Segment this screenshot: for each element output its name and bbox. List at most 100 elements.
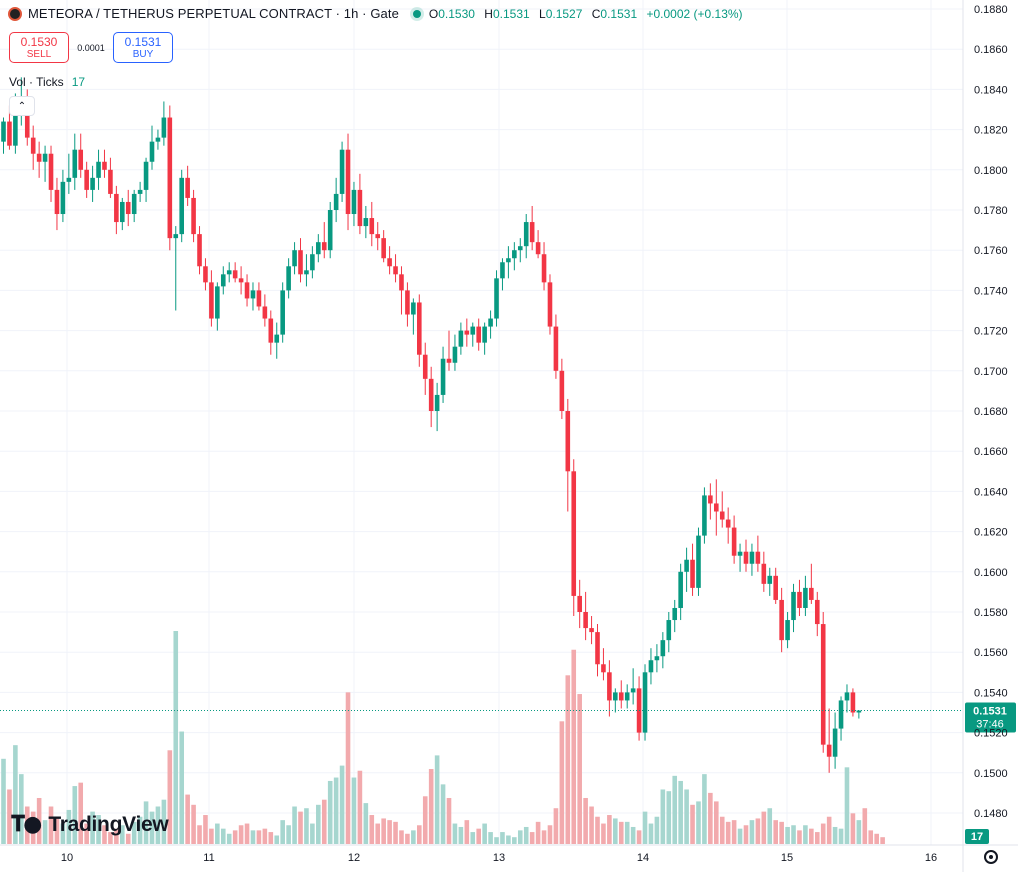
volume-bar <box>803 825 808 844</box>
candle-body <box>452 346 458 363</box>
volume-bar <box>238 825 244 844</box>
candle-body <box>411 302 416 315</box>
candle-body <box>506 258 511 263</box>
volume-bar <box>298 811 303 844</box>
volume-bar <box>310 823 315 844</box>
candle-body <box>327 210 333 251</box>
time-tick-label: 11 <box>203 852 214 864</box>
volume-bar <box>880 837 885 844</box>
candle-body <box>440 358 446 395</box>
volume-bar <box>13 745 18 844</box>
volume-bar <box>226 833 232 844</box>
chart-header: METEORA / TETHERUS PERPETUAL CONTRACT · … <box>8 6 749 21</box>
ohlc-open-key: O <box>428 6 439 21</box>
volume-bar <box>714 801 719 844</box>
candle-body <box>589 628 594 633</box>
volume-bar <box>589 806 594 844</box>
volume-bar <box>737 828 743 844</box>
volume-bar <box>826 816 832 844</box>
volume-bar <box>54 816 60 844</box>
price-axis[interactable]: 0.1480 0.1500 0.1520 0.1540 0.1560 0.1580 0.16… <box>962 0 1008 872</box>
settings-icon[interactable] <box>984 850 998 864</box>
candle-body <box>387 258 392 267</box>
time-tick-label: 12 <box>348 852 360 864</box>
sell-button[interactable]: 0.1530 SELL <box>9 32 69 63</box>
candle-body <box>785 620 790 641</box>
candle-body <box>684 559 689 572</box>
volume-bar <box>66 809 72 844</box>
volume-bar <box>630 826 636 844</box>
candle-body <box>226 270 232 275</box>
price-tick-label: 0.1840 <box>974 84 1008 96</box>
price-tick-label: 0.1640 <box>974 486 1008 498</box>
volume-bar <box>434 755 440 844</box>
volume-bar <box>60 823 66 844</box>
collapse-legend-button[interactable]: ⌃ <box>9 96 35 116</box>
candle-body <box>719 511 725 520</box>
candle-body <box>375 234 381 239</box>
volume-bar <box>48 806 54 844</box>
volume-bar <box>292 806 297 844</box>
candle-body <box>405 290 410 315</box>
candle-body <box>167 117 173 239</box>
time-tick-label: 13 <box>493 852 505 864</box>
volume-bar <box>155 806 161 844</box>
volume-bar <box>179 731 184 844</box>
volume-bar <box>369 815 375 844</box>
volume-bar <box>125 833 131 844</box>
candle-body <box>838 700 844 729</box>
candle-body <box>523 222 529 247</box>
volume-bar <box>7 789 12 844</box>
volume-bar <box>197 825 202 844</box>
time-axis[interactable]: 10 11 12 13 14 15 16 <box>0 844 1018 864</box>
volume-bar <box>856 820 862 844</box>
volume-legend[interactable]: Vol · Ticks 17 <box>9 75 85 89</box>
spread-value: 0.0001 <box>77 42 105 53</box>
tradingview-logo[interactable]: 𝐓● TradingView <box>11 812 169 837</box>
volume-bar <box>547 825 553 844</box>
candle-body <box>321 242 327 251</box>
price-tick-label: 0.1600 <box>974 567 1008 579</box>
volume-bar <box>399 830 404 844</box>
candle-body <box>844 692 850 701</box>
volume-bar <box>357 770 363 844</box>
volume-bar <box>791 825 796 844</box>
volume-bar <box>1 758 6 844</box>
volume-bar <box>78 782 84 844</box>
candle-body <box>678 571 683 608</box>
candle-body <box>725 519 731 528</box>
symbol-title[interactable]: METEORA / TETHERUS PERPETUAL CONTRACT · … <box>28 6 399 21</box>
volume-bar <box>405 833 410 844</box>
volume-bar <box>708 792 713 844</box>
last-price-tag <box>965 702 1016 733</box>
volume-tag-label: 17 <box>971 831 983 843</box>
time-tick-label: 14 <box>637 852 649 864</box>
volume-value: 17 <box>71 75 86 89</box>
last-price-label: 0.1531 <box>973 705 1007 717</box>
volume-bar <box>351 777 357 844</box>
candle-body <box>731 527 737 556</box>
candle-body <box>96 161 101 178</box>
time-tick-label: 10 <box>61 852 73 864</box>
price-tick-label: 0.1880 <box>974 4 1008 16</box>
volume-bar <box>274 835 280 844</box>
candle-body <box>131 193 137 215</box>
volume-bar <box>761 811 767 844</box>
candle-body <box>428 378 434 411</box>
candle-body <box>577 595 582 612</box>
price-tick-label: 0.1700 <box>974 366 1008 378</box>
volume-bar <box>476 828 481 844</box>
volume-bar <box>203 815 208 844</box>
candle-body <box>666 620 672 641</box>
buy-button[interactable]: 0.1531 BUY <box>113 32 173 63</box>
candle-body <box>470 326 476 335</box>
candle-body <box>197 234 202 267</box>
volume-bar <box>304 808 309 844</box>
buy-price: 0.1531 <box>124 34 162 49</box>
tradingview-mark-icon: 𝐓● <box>11 812 42 837</box>
price-tick-label: 0.1660 <box>974 446 1008 458</box>
ohlc-high-key: H <box>484 6 493 21</box>
volume-bar <box>339 765 345 844</box>
volume-bar <box>262 828 268 844</box>
